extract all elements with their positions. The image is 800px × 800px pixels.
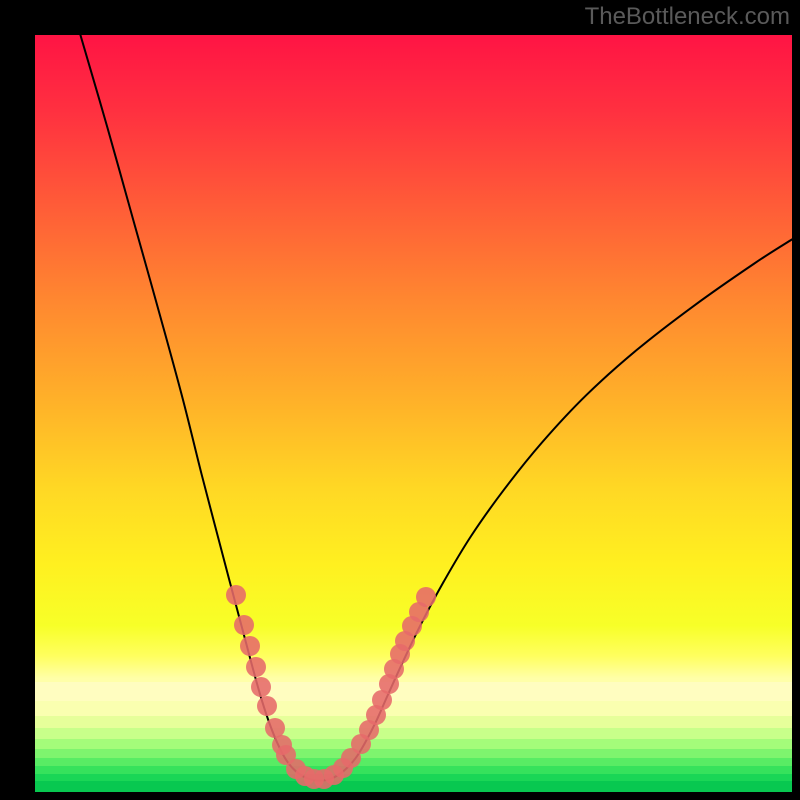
plot-area — [35, 35, 792, 792]
chart-stage: TheBottleneck.com — [0, 0, 800, 800]
data-marker — [234, 615, 254, 635]
data-marker — [226, 585, 246, 605]
curve-path — [80, 35, 792, 781]
bottleneck-curve — [35, 35, 792, 792]
data-marker — [416, 587, 436, 607]
data-marker — [240, 636, 260, 656]
data-marker — [251, 677, 271, 697]
watermark-text: TheBottleneck.com — [585, 3, 790, 31]
data-marker — [257, 696, 277, 716]
data-marker — [246, 657, 266, 677]
